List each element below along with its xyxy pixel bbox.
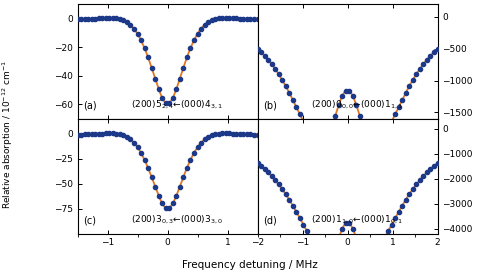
Text: (200)1$_{1,0}$←(000)1$_{0,1}$: (200)1$_{1,0}$←(000)1$_{0,1}$ [310, 213, 402, 225]
Text: (200)3$_{0,3}$←(000)3$_{3,0}$: (200)3$_{0,3}$←(000)3$_{3,0}$ [130, 213, 222, 225]
Text: (a): (a) [83, 101, 96, 111]
Text: (c): (c) [83, 215, 96, 225]
Text: (d): (d) [263, 215, 276, 225]
Text: (b): (b) [263, 101, 277, 111]
Text: Frequency detuning / MHz: Frequency detuning / MHz [182, 260, 318, 270]
Text: (200)5$_{2,4}$←(000)4$_{3,1}$: (200)5$_{2,4}$←(000)4$_{3,1}$ [130, 99, 222, 111]
Text: (200)0$_{0,0}$←(000)1$_{1,1}$: (200)0$_{0,0}$←(000)1$_{1,1}$ [310, 99, 402, 111]
Text: Relative absorption / $10^{-12}$ cm$^{-1}$: Relative absorption / $10^{-12}$ cm$^{-1… [0, 60, 14, 210]
